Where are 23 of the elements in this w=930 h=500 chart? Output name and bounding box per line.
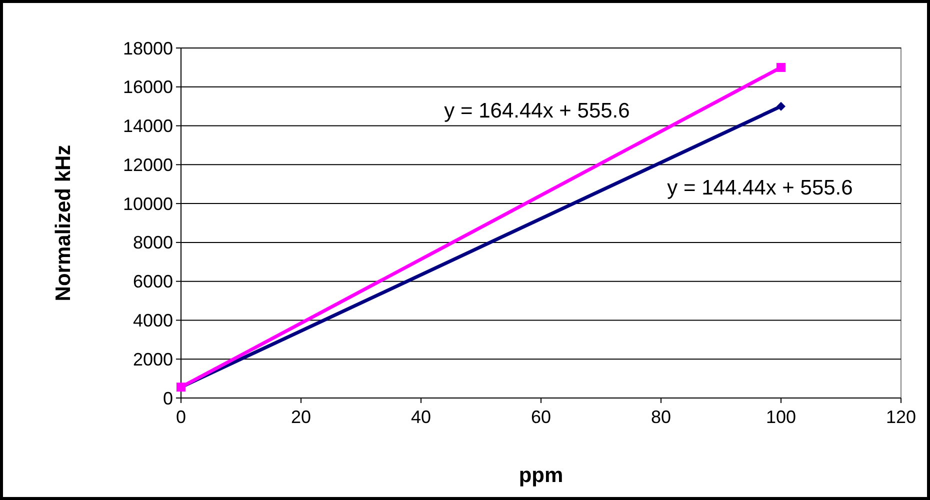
x-tick-label: 60 <box>530 407 552 427</box>
y-tick-label: 12000 <box>122 154 173 175</box>
y-tick-label: 6000 <box>132 272 173 292</box>
x-tick-label: 20 <box>290 407 312 427</box>
y-tick-label: 4000 <box>132 310 173 331</box>
y-tick-label: 2000 <box>132 349 173 370</box>
x-tick-label: 120 <box>886 407 916 427</box>
x-axis-title: ppm <box>518 464 564 487</box>
y-axis-title: Normalized kHz <box>52 144 75 302</box>
annotation: y = 164.44x + 555.6 <box>444 99 630 122</box>
x-tick-label: 40 <box>410 407 432 427</box>
y-tick-label: 0 <box>162 388 173 408</box>
annotation: y = 144.44x + 555.6 <box>667 176 853 200</box>
y-tick-label: 16000 <box>122 77 173 98</box>
y-tick-label: 10000 <box>122 194 173 214</box>
x-tick-label: 80 <box>650 407 672 427</box>
point <box>776 62 786 72</box>
point <box>776 102 786 111</box>
x-tick-label: 0 <box>176 407 186 427</box>
y-tick-label: 14000 <box>122 116 173 136</box>
x-tick-label: 100 <box>766 407 796 427</box>
y-tick-label: 8000 <box>132 232 173 253</box>
y-tick-label: 18000 <box>122 38 173 58</box>
